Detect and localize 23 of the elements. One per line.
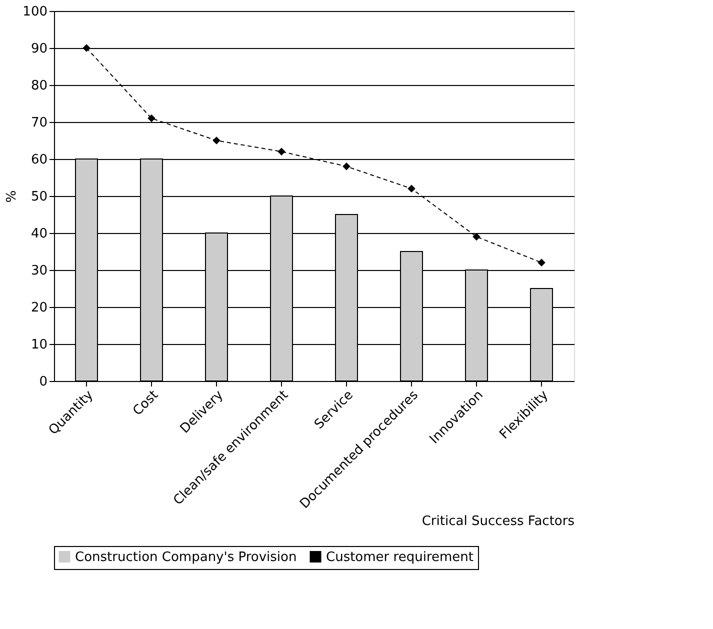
y-tick-label: 50 bbox=[30, 190, 48, 204]
y-tick-label: 0 bbox=[39, 374, 48, 390]
point bbox=[342, 162, 350, 170]
y-tick-label: 60 bbox=[30, 152, 48, 168]
point bbox=[212, 136, 220, 144]
point bbox=[472, 232, 480, 241]
point bbox=[408, 184, 416, 192]
y-tick-label: 20 bbox=[30, 300, 48, 316]
point bbox=[538, 258, 546, 266]
legend-label: Customer requirement bbox=[326, 550, 474, 565]
y-tick-label: 70 bbox=[30, 116, 48, 130]
legend-label: Construction Company's Provision bbox=[75, 550, 297, 565]
y-axis-title: % bbox=[4, 190, 20, 203]
y-tick-label: 100 bbox=[22, 4, 48, 20]
y-tick-label: 90 bbox=[30, 42, 48, 56]
y-tick-label: 80 bbox=[30, 78, 48, 94]
point bbox=[82, 44, 90, 52]
point bbox=[148, 114, 156, 122]
y-tick-label: 40 bbox=[30, 226, 48, 242]
y-tick-label: 30 bbox=[30, 264, 48, 278]
y-tick-label: 10 bbox=[30, 338, 48, 352]
point bbox=[278, 148, 286, 156]
x-axis-title: Critical Success Factors bbox=[422, 514, 575, 530]
